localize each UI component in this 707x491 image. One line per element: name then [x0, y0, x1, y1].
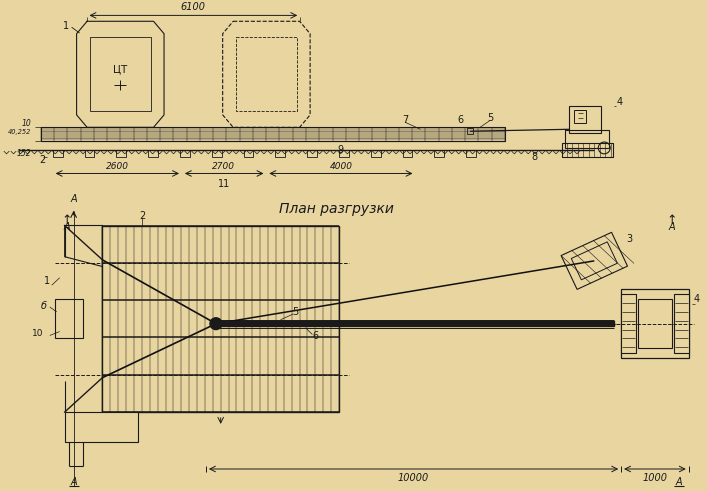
Text: 11: 11	[218, 179, 230, 190]
Text: 1000: 1000	[643, 473, 667, 483]
Bar	[621, 289, 689, 358]
Bar	[243, 150, 254, 157]
Bar	[561, 232, 628, 289]
Bar	[53, 150, 63, 157]
Bar	[339, 150, 349, 157]
Text: 4: 4	[617, 97, 622, 107]
Text: 6: 6	[457, 115, 463, 125]
Text: 3: 3	[626, 234, 632, 244]
Text: 7: 7	[402, 115, 409, 125]
Text: ЦТ: ЦТ	[113, 64, 127, 74]
Text: 10000: 10000	[398, 473, 429, 483]
Text: 4: 4	[694, 294, 700, 304]
Text: 5: 5	[292, 307, 298, 317]
Text: 1: 1	[44, 276, 49, 286]
Polygon shape	[64, 225, 103, 412]
Bar	[236, 37, 297, 111]
Bar	[64, 412, 138, 441]
Bar	[571, 242, 617, 280]
Text: План разгрузки: План разгрузки	[279, 202, 393, 216]
Text: 2600: 2600	[106, 162, 129, 170]
Polygon shape	[64, 225, 103, 267]
Text: 6100: 6100	[181, 2, 206, 12]
Bar	[638, 299, 672, 348]
Bar	[467, 128, 473, 134]
Text: A: A	[64, 222, 70, 232]
FancyArrow shape	[216, 321, 614, 326]
Text: A: A	[675, 477, 682, 487]
Text: ↑: ↑	[667, 214, 677, 227]
Text: 10: 10	[21, 119, 31, 128]
Text: A: A	[70, 194, 77, 204]
Text: 4000: 4000	[329, 162, 352, 170]
Text: 2: 2	[40, 155, 46, 164]
Text: 5: 5	[487, 113, 493, 123]
Text: 6: 6	[312, 331, 318, 341]
Text: 10: 10	[33, 329, 44, 338]
Bar	[569, 106, 601, 133]
Text: 2700: 2700	[212, 162, 235, 170]
Text: 40,252: 40,252	[8, 129, 31, 135]
Bar	[275, 150, 286, 157]
Bar	[148, 150, 158, 157]
Bar	[103, 225, 339, 412]
Text: 2: 2	[139, 211, 146, 220]
Circle shape	[210, 318, 222, 329]
Bar	[575, 109, 586, 123]
Bar	[564, 130, 609, 148]
Text: б: б	[41, 301, 47, 311]
Bar	[85, 150, 95, 157]
Text: 1: 1	[62, 21, 69, 31]
Bar	[180, 150, 190, 157]
Bar	[674, 294, 689, 353]
Text: A: A	[70, 477, 77, 487]
Text: ↑: ↑	[62, 214, 72, 227]
Bar	[434, 150, 444, 157]
Text: 152: 152	[16, 149, 31, 158]
Bar	[621, 294, 636, 353]
Bar	[370, 150, 380, 157]
Text: 9: 9	[338, 145, 344, 155]
Bar	[41, 127, 505, 141]
Bar	[402, 150, 412, 157]
Bar	[466, 150, 476, 157]
Bar	[307, 150, 317, 157]
Text: A: A	[669, 222, 675, 232]
Bar	[561, 143, 613, 157]
Bar	[90, 37, 151, 111]
Text: 8: 8	[532, 152, 538, 162]
Bar	[117, 150, 127, 157]
Bar	[211, 150, 222, 157]
Bar	[54, 299, 83, 338]
